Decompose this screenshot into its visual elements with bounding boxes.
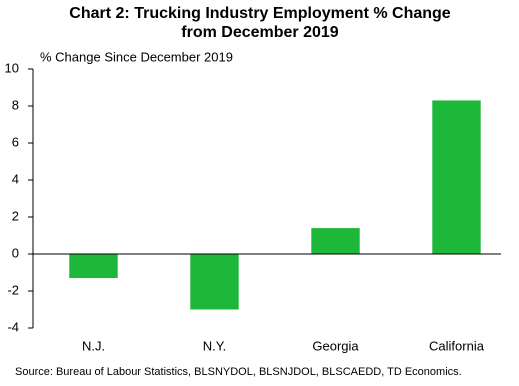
y-tick-label: 8 xyxy=(12,97,19,112)
y-tick-label: 2 xyxy=(12,208,19,223)
source: Source: Bureau of Labour Statistics, BLS… xyxy=(15,366,462,378)
y-tick-label: -2 xyxy=(7,282,19,297)
chart-title: Chart 2: Trucking Industry Employment % … xyxy=(69,5,451,41)
bar xyxy=(311,228,360,254)
bar xyxy=(432,100,481,254)
x-tick-label: Georgia xyxy=(312,338,359,353)
bar xyxy=(190,254,239,310)
y-axis-label: % Change Since December 2019 xyxy=(40,49,233,64)
x-tick-label: California xyxy=(429,338,485,353)
x-tick-label: N.Y. xyxy=(203,338,227,353)
bar xyxy=(69,254,118,279)
y-tick-label: 6 xyxy=(12,134,19,149)
y-tick-label: 4 xyxy=(12,171,19,186)
y-tick-label: 10 xyxy=(5,60,19,75)
y-tick-label: -4 xyxy=(7,319,19,334)
y-tick-label: 0 xyxy=(12,245,19,260)
x-tick-label: N.J. xyxy=(82,338,105,353)
